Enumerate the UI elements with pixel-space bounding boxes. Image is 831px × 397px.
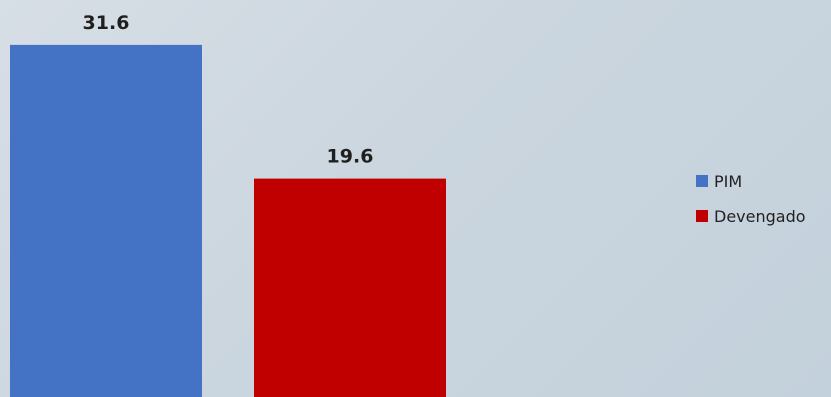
legend-swatch-devengado <box>696 210 708 222</box>
bar-pim <box>10 44 202 397</box>
bar-devengado <box>254 178 446 397</box>
legend-label-pim: PIM <box>714 171 743 191</box>
legend-item-pim: PIM <box>696 170 831 192</box>
data-label-pim: 31.6 <box>83 12 130 34</box>
data-label-devengado: 19.6 <box>327 146 374 168</box>
legend-item-devengado: Devengado <box>696 205 831 227</box>
legend-swatch-pim <box>696 175 708 187</box>
legend: PIM Devengado <box>696 170 831 240</box>
legend-label-devengado: Devengado <box>714 206 806 226</box>
